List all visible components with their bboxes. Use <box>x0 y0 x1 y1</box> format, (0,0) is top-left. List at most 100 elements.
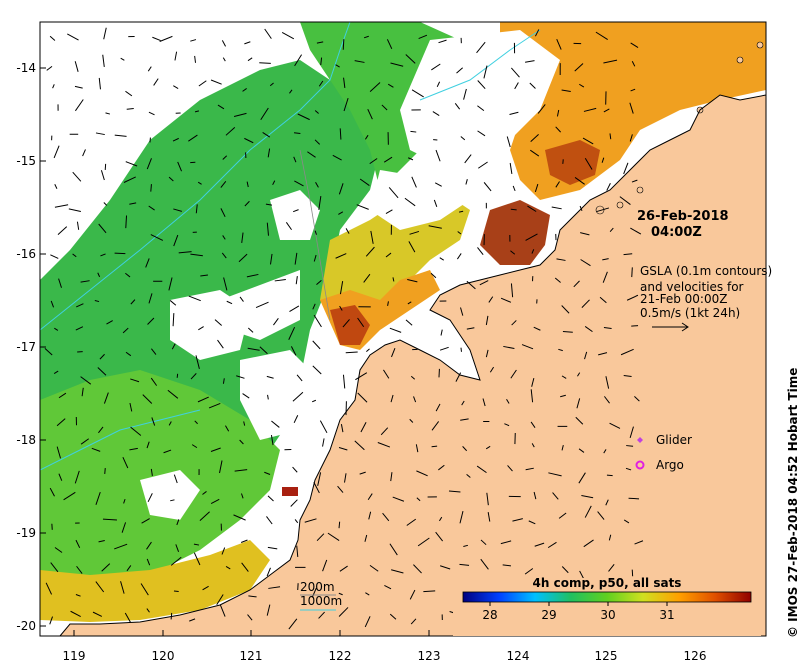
velocity-arrow <box>81 387 84 397</box>
velocity-arrow <box>388 187 399 199</box>
contour-1000m-2 <box>40 409 201 471</box>
velocity-arrow <box>485 445 491 450</box>
velocity-arrow <box>485 349 489 358</box>
velocity-arrow <box>294 180 304 187</box>
velocity-arrow <box>208 402 221 409</box>
velocity-arrow <box>356 204 369 210</box>
velocity-arrow <box>171 343 176 350</box>
no-data-gap-7 <box>140 470 200 520</box>
velocity-arrow <box>220 180 227 188</box>
velocity-arrow <box>500 297 512 303</box>
velocity-arrow <box>266 604 271 616</box>
map-layers <box>40 22 766 636</box>
velocity-arrow <box>92 611 103 617</box>
velocity-arrow <box>556 109 560 117</box>
velocity-arrow <box>609 227 614 233</box>
velocity-arrow <box>343 77 346 88</box>
velocity-arrow <box>459 511 464 524</box>
velocity-arrow <box>533 491 537 500</box>
velocity-arrow <box>338 211 344 215</box>
velocity-arrow <box>314 110 319 114</box>
velocity-arrow <box>178 251 192 254</box>
velocity-arrow <box>631 179 638 183</box>
velocity-arrow <box>239 296 244 302</box>
velocity-arrow <box>217 339 224 349</box>
velocity-arrow <box>125 90 133 97</box>
velocity-arrow <box>312 303 316 310</box>
velocity-arrow <box>222 378 225 384</box>
velocity-arrow <box>312 365 322 375</box>
velocity-arrow <box>70 610 81 617</box>
velocity-arrow <box>170 612 173 620</box>
velocity-arrow <box>530 421 536 428</box>
velocity-arrow <box>603 396 610 404</box>
velocity-arrow <box>99 353 105 360</box>
velocity-arrow <box>416 470 428 477</box>
velocity-arrow <box>434 182 442 187</box>
velocity-arrow <box>190 253 203 257</box>
velocity-arrow <box>130 426 142 436</box>
velocity-arrow <box>335 253 347 259</box>
colorbar-tick-label: 30 <box>600 608 615 622</box>
velocity-arrow <box>554 277 561 283</box>
velocity-arrow <box>369 158 378 165</box>
velocity-arrow <box>54 327 59 331</box>
velocity-arrow <box>267 148 271 158</box>
velocity-arrow <box>292 466 298 473</box>
velocity-arrow <box>364 134 369 140</box>
velocity-arrow <box>368 511 372 520</box>
velocity-arrow <box>435 531 444 542</box>
sst-hot-patch-1 <box>545 140 600 185</box>
velocity-arrow <box>292 391 304 402</box>
velocity-arrow <box>246 273 259 278</box>
argo-legend: Argo <box>635 458 684 472</box>
velocity-arrow <box>626 445 634 447</box>
velocity-arrow <box>418 34 428 40</box>
velocity-arrow <box>377 442 391 448</box>
velocity-arrow <box>597 511 605 520</box>
velocity-arrow <box>314 230 317 235</box>
velocity-arrow <box>322 559 328 572</box>
velocity-arrow <box>292 209 299 213</box>
no-data-gap-6 <box>40 22 150 140</box>
velocity-arrow <box>367 493 373 501</box>
velocity-arrow <box>416 497 421 502</box>
glider-legend: Glider <box>637 433 692 447</box>
velocity-arrow <box>417 537 430 547</box>
velocity-arrow <box>313 314 322 328</box>
velocity-arrow <box>244 200 250 207</box>
velocity-arrow <box>339 128 342 140</box>
velocity-arrow <box>369 564 379 572</box>
velocity-arrow <box>408 241 416 253</box>
velocity-arrow <box>489 366 495 373</box>
velocity-arrow <box>295 276 298 285</box>
velocity-arrow <box>58 278 62 288</box>
velocity-arrow <box>74 61 79 72</box>
velocity-arrow <box>316 41 324 44</box>
velocity-arrow <box>332 154 342 161</box>
velocity-arrow <box>595 31 608 40</box>
velocity-arrow <box>480 558 489 570</box>
velocity-arrow <box>129 202 137 205</box>
velocity-arrow <box>629 134 633 142</box>
velocity-arrow <box>247 347 260 351</box>
velocity-arrow <box>603 108 610 113</box>
velocity-arrow <box>270 253 273 265</box>
velocity-arrow <box>242 88 247 92</box>
imos-credit: © IMOS 27-Feb-2018 04:52 Hobart Time <box>786 368 800 638</box>
velocity-arrow <box>509 162 513 174</box>
velocity-arrow <box>575 416 584 425</box>
velocity-arrow <box>619 196 631 205</box>
velocity-arrow <box>578 448 585 453</box>
velocity-arrow <box>288 326 296 340</box>
velocity-scale-arrow-icon <box>652 322 689 332</box>
glider-marker-icon <box>637 437 643 443</box>
no-data-gap-5 <box>240 350 320 440</box>
velocity-arrow <box>304 518 317 523</box>
velocity-arrow <box>367 108 373 120</box>
velocity-arrow <box>314 139 321 145</box>
velocity-arrow <box>214 319 222 326</box>
velocity-arrow <box>365 592 370 596</box>
velocity-arrow <box>125 272 131 278</box>
velocity-arrow <box>200 274 209 277</box>
